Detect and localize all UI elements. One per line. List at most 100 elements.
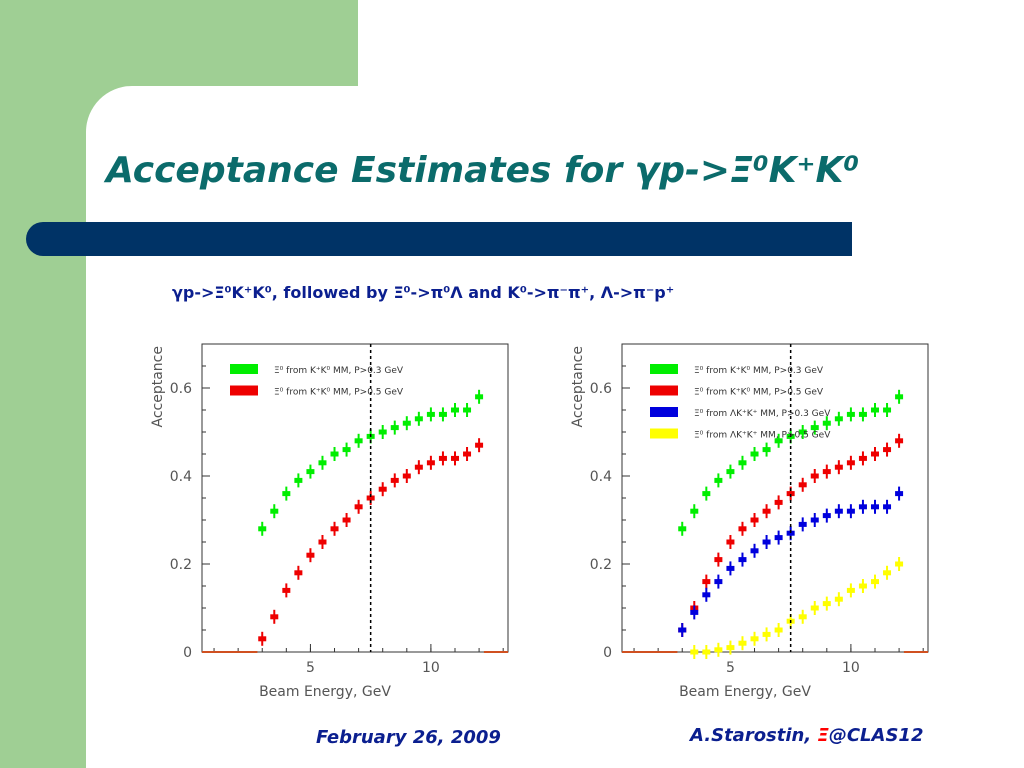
data-point	[786, 491, 795, 497]
data-point	[450, 407, 459, 413]
y-tick-label: 0.6	[590, 381, 612, 397]
data-point	[702, 491, 711, 497]
data-point	[870, 579, 879, 585]
data-point	[414, 464, 423, 470]
data-point	[678, 526, 687, 532]
data-point	[762, 447, 771, 453]
data-point	[258, 636, 267, 642]
data-point	[282, 587, 291, 593]
data-point	[750, 517, 759, 523]
data-point	[798, 521, 807, 527]
data-point	[883, 504, 892, 510]
legend-label: Ξ⁰ from ΛK⁺K⁺ MM, P>0.3 GeV	[694, 409, 831, 419]
data-point	[810, 517, 819, 523]
data-point	[378, 429, 387, 435]
data-point	[726, 565, 735, 571]
chart-right: 0 0.2 0.4 0.6 5 10 Beam Energy, GeV Acceptance Ξ…	[560, 336, 940, 708]
x-tick-label: 5	[726, 660, 735, 676]
legend-swatch	[650, 428, 678, 439]
series-2	[258, 438, 484, 646]
data-point	[762, 631, 771, 637]
legend-label: Ξ⁰ from K⁺K⁰ MM, P>0.3 GeV	[694, 366, 824, 376]
data-point	[294, 477, 303, 483]
legend-swatch	[650, 385, 678, 396]
data-point	[306, 469, 315, 475]
data-point	[895, 561, 904, 567]
data-point	[714, 557, 723, 563]
data-point	[798, 429, 807, 435]
y-axis-label: Acceptance	[150, 346, 166, 427]
x-tick-label: 10	[842, 660, 860, 676]
data-point	[270, 614, 279, 620]
data-point	[258, 526, 267, 532]
data-point	[822, 420, 831, 426]
data-point	[475, 442, 484, 448]
data-point	[858, 583, 867, 589]
data-point	[402, 473, 411, 479]
data-point	[834, 464, 843, 470]
data-point	[870, 504, 879, 510]
data-point	[774, 499, 783, 505]
data-point	[726, 645, 735, 651]
data-point	[450, 455, 459, 461]
data-point	[895, 491, 904, 497]
data-point	[702, 649, 711, 655]
chart-left-svg: 0 0.2 0.4 0.6 5 10 Beam Energy, GeV Acceptance Ξ…	[150, 343, 509, 700]
data-point	[402, 420, 411, 426]
data-point	[306, 552, 315, 558]
y-tick-label: 0.4	[590, 469, 612, 485]
data-point	[883, 407, 892, 413]
data-point	[690, 609, 699, 615]
data-point	[726, 469, 735, 475]
data-point	[810, 425, 819, 431]
data-point	[750, 548, 759, 554]
data-point	[834, 508, 843, 514]
data-point	[750, 451, 759, 457]
data-point	[762, 508, 771, 514]
data-point	[870, 451, 879, 457]
data-point	[714, 647, 723, 653]
data-point	[318, 460, 327, 466]
data-point	[798, 482, 807, 488]
slide-title: Acceptance Estimates for γp->Ξ⁰K⁺K⁰	[106, 150, 860, 191]
legend-swatch	[650, 364, 678, 374]
data-point	[270, 508, 279, 514]
data-point	[342, 517, 351, 523]
data-point	[414, 416, 423, 422]
y-tick-label: 0	[603, 645, 612, 661]
data-point	[378, 486, 387, 492]
data-point	[774, 438, 783, 444]
data-point	[366, 495, 375, 501]
data-point	[438, 411, 447, 417]
data-point	[714, 477, 723, 483]
data-point	[762, 539, 771, 545]
data-point	[426, 460, 435, 466]
data-point	[810, 605, 819, 611]
title-divider-bar	[26, 222, 852, 256]
data-point	[774, 627, 783, 633]
footer-author-name: A.Starostin,	[690, 725, 818, 746]
data-point	[858, 455, 867, 461]
data-point	[426, 411, 435, 417]
data-point	[354, 438, 363, 444]
data-point	[463, 407, 472, 413]
legend-label: Ξ⁰ from ΛK⁺K⁺ MM, P>0.5 GeV	[694, 431, 831, 441]
data-point	[895, 438, 904, 444]
legend-label: Ξ⁰ from K⁺K⁰ MM, P>0.3 GeV	[274, 366, 404, 376]
legend-swatch	[650, 407, 678, 417]
data-point	[738, 557, 747, 563]
y-tick-label: 0.6	[170, 381, 192, 397]
data-point	[738, 460, 747, 466]
y-axis-label: Acceptance	[570, 346, 586, 427]
data-point	[774, 535, 783, 541]
data-point	[318, 539, 327, 545]
data-point	[870, 407, 879, 413]
data-point	[678, 627, 687, 633]
footer-author: A.Starostin, Ξ@CLAS12	[690, 725, 923, 746]
legend-swatch	[230, 385, 258, 396]
legend-swatch	[230, 364, 258, 374]
series-1	[678, 389, 904, 536]
y-tick-label: 0.2	[170, 557, 192, 573]
data-point	[330, 451, 339, 457]
data-point	[858, 411, 867, 417]
